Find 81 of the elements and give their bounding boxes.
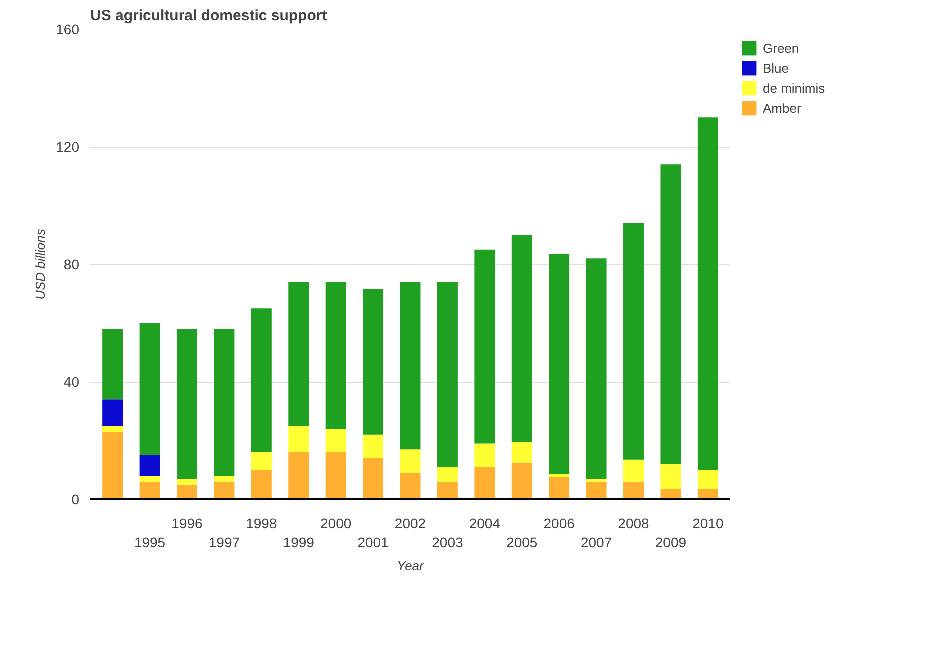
bar <box>474 467 496 500</box>
x-tick-label: 2009 <box>655 534 687 551</box>
legend-label: Amber <box>763 100 802 116</box>
bar <box>586 478 607 482</box>
bar <box>586 482 607 500</box>
bar <box>624 460 644 482</box>
x-tick-label: 2007 <box>580 534 612 551</box>
y-tick-label: 40 <box>64 374 80 390</box>
x-tick-label: 1999 <box>283 534 315 551</box>
bar <box>660 164 682 464</box>
bar <box>474 250 496 444</box>
bar <box>512 462 532 500</box>
bar <box>698 470 718 490</box>
bar <box>363 434 384 458</box>
bar <box>660 489 682 500</box>
bar <box>437 282 458 468</box>
bar <box>177 478 198 485</box>
x-tick-label: 2006 <box>544 516 576 532</box>
bar <box>363 458 384 500</box>
bar <box>624 223 644 460</box>
x-tick-label: 1997 <box>208 534 240 551</box>
bar <box>251 470 272 500</box>
bar <box>140 476 160 482</box>
bar <box>288 426 310 452</box>
y-axis-title: USD billions <box>33 228 48 300</box>
y-tick-label: 0 <box>72 492 80 508</box>
x-tick-label: 2004 <box>469 516 501 532</box>
bar <box>251 308 272 452</box>
y-tick-label: 160 <box>56 22 80 38</box>
bar <box>400 450 421 474</box>
bar <box>400 473 421 500</box>
bar <box>140 482 160 500</box>
bar <box>474 444 496 468</box>
bar <box>437 482 458 500</box>
bar <box>177 329 198 479</box>
bar <box>288 452 310 500</box>
x-tick-label: 2010 <box>692 516 724 532</box>
bar <box>102 329 124 400</box>
bar <box>102 400 124 426</box>
x-axis-title: Year <box>397 558 425 574</box>
bar <box>437 467 458 482</box>
y-tick-label: 80 <box>64 256 80 272</box>
bar <box>214 482 235 500</box>
bar <box>363 289 384 435</box>
x-tick-label: 2002 <box>394 516 426 532</box>
bar <box>214 476 235 482</box>
bar <box>177 484 198 500</box>
legend-label: Blue <box>763 60 790 76</box>
bar <box>214 329 235 476</box>
legend-label: Green <box>763 40 800 56</box>
bar <box>698 489 718 500</box>
bar <box>549 474 570 478</box>
bar <box>512 442 532 463</box>
x-tick-label: 2000 <box>320 516 352 532</box>
x-tick-label: 2003 <box>432 534 464 551</box>
bar <box>326 282 346 429</box>
bar <box>660 464 682 490</box>
bar <box>549 254 570 475</box>
bar <box>102 426 124 432</box>
bar <box>624 482 644 500</box>
bar <box>400 282 421 450</box>
bar <box>326 452 346 500</box>
bar <box>698 118 718 470</box>
bar <box>549 477 570 500</box>
x-tick-label: 1996 <box>172 516 204 532</box>
bar <box>288 282 310 426</box>
bar <box>326 429 346 452</box>
bar <box>140 323 160 456</box>
y-tick-label: 120 <box>56 139 80 155</box>
bar <box>251 452 272 470</box>
bar <box>586 258 607 479</box>
x-tick-label: 2005 <box>506 534 538 551</box>
legend-label: de minimis <box>763 80 826 96</box>
chart-title: US agricultural domestic support <box>90 8 328 24</box>
bar <box>102 432 124 500</box>
bar <box>140 455 160 476</box>
bar <box>512 235 532 442</box>
x-tick-label: 2008 <box>618 516 650 532</box>
x-tick-label: 1995 <box>134 534 166 551</box>
x-tick-label: 2001 <box>358 534 390 551</box>
x-tick-label: 1998 <box>246 516 278 532</box>
